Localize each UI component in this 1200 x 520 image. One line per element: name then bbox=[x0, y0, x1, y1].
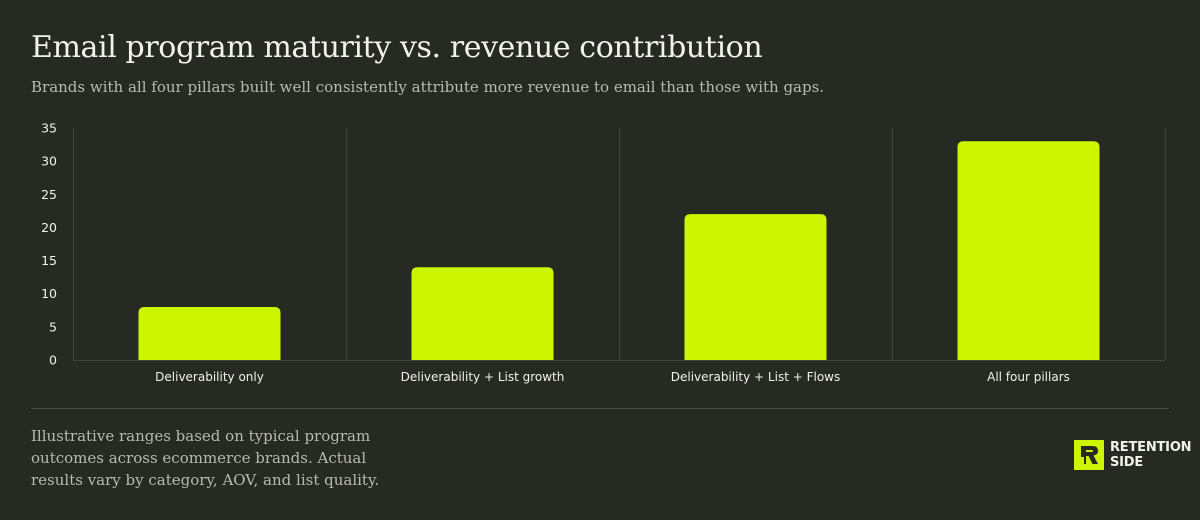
bar bbox=[138, 306, 281, 360]
brand-logo: RETENTION SIDE bbox=[1074, 440, 1192, 470]
y-tick-label: 35 bbox=[41, 121, 57, 136]
logo-line-1: RETENTION bbox=[1110, 440, 1192, 455]
page-subtitle: Brands with all four pillars built well … bbox=[31, 78, 825, 96]
logo-mark-icon bbox=[1074, 440, 1104, 470]
y-tick-label: 30 bbox=[41, 154, 57, 169]
x-tick-label: Deliverability + List growth bbox=[401, 370, 565, 384]
x-tick-label: All four pillars bbox=[987, 370, 1070, 384]
bar bbox=[411, 267, 554, 360]
logo-line-2: SIDE bbox=[1110, 455, 1144, 470]
page-title: Email program maturity vs. revenue contr… bbox=[31, 30, 763, 65]
bar-chart: 0 5 10 15 20 25 30 35 Deliverability only Deliver… bbox=[41, 121, 1166, 384]
logo-wordmark: RETENTION SIDE bbox=[1110, 440, 1192, 470]
bar bbox=[684, 214, 827, 360]
y-tick-label: 0 bbox=[49, 353, 57, 368]
y-tick-label: 10 bbox=[41, 286, 57, 301]
bar bbox=[957, 141, 1100, 360]
footer-divider bbox=[31, 408, 1169, 409]
x-tick-label: Deliverability + List + Flows bbox=[671, 370, 840, 384]
y-tick-label: 25 bbox=[41, 187, 57, 202]
y-tick-label: 5 bbox=[49, 319, 57, 334]
y-tick-label: 15 bbox=[41, 253, 57, 268]
y-tick-label: 20 bbox=[41, 220, 57, 235]
footnote: Illustrative ranges based on typical pro… bbox=[31, 427, 380, 489]
x-tick-label: Deliverability only bbox=[155, 370, 264, 384]
